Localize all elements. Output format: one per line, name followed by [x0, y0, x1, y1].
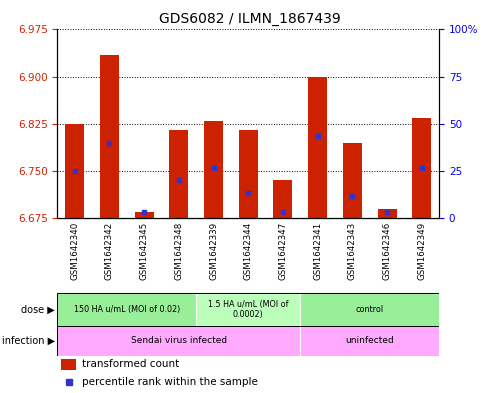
Bar [300, 293, 439, 326]
Text: uninfected: uninfected [345, 336, 394, 345]
Bar [378, 209, 397, 218]
Bar [308, 77, 327, 218]
Text: 150 HA u/mL (MOI of 0.02): 150 HA u/mL (MOI of 0.02) [74, 305, 180, 314]
Text: GSM1642339: GSM1642339 [209, 222, 218, 280]
Bar [239, 130, 258, 218]
Text: GSM1642348: GSM1642348 [174, 222, 183, 280]
Text: percentile rank within the sample: percentile rank within the sample [82, 377, 258, 387]
Bar [169, 130, 189, 218]
Bar [343, 143, 362, 218]
Text: GSM1642343: GSM1642343 [348, 222, 357, 280]
Bar [300, 326, 439, 356]
Bar [204, 121, 223, 218]
Text: GSM1642342: GSM1642342 [105, 222, 114, 280]
Text: GSM1642344: GSM1642344 [244, 222, 253, 280]
Text: control: control [356, 305, 384, 314]
Bar [412, 118, 431, 218]
Text: transformed count: transformed count [82, 359, 180, 369]
Text: GSM1642346: GSM1642346 [383, 222, 392, 280]
Text: 1.5 HA u/mL (MOI of
0.0002): 1.5 HA u/mL (MOI of 0.0002) [208, 300, 288, 319]
Bar [196, 293, 300, 326]
Bar [65, 124, 84, 218]
Text: GSM1642340: GSM1642340 [70, 222, 79, 280]
Text: GSM1642341: GSM1642341 [313, 222, 322, 280]
Text: Sendai virus infected: Sendai virus infected [131, 336, 227, 345]
Text: GSM1642345: GSM1642345 [140, 222, 149, 280]
Bar [135, 212, 154, 218]
Bar [100, 55, 119, 218]
Bar [57, 293, 196, 326]
Text: infection ▶: infection ▶ [2, 336, 55, 346]
Text: GDS6082 / ILMN_1867439: GDS6082 / ILMN_1867439 [159, 12, 340, 26]
Bar [61, 359, 76, 370]
Text: dose ▶: dose ▶ [21, 305, 55, 314]
Text: GSM1642347: GSM1642347 [278, 222, 287, 280]
Text: GSM1642349: GSM1642349 [417, 222, 426, 280]
Bar [57, 326, 300, 356]
Bar [273, 180, 292, 218]
